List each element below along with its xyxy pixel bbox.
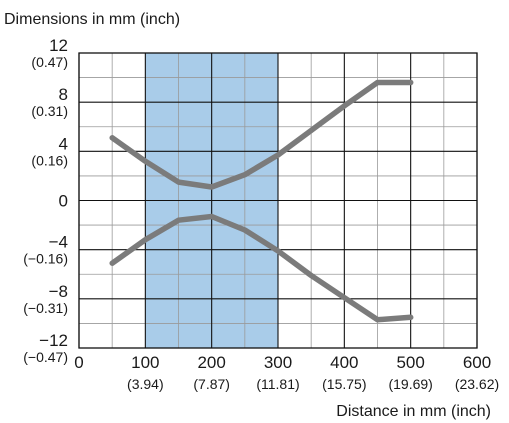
y-tick-label: −8: [49, 282, 68, 301]
x-tick-sublabel: (23.62): [455, 376, 499, 392]
x-tick-label: 200: [197, 353, 225, 372]
y-tick-label: 0: [59, 192, 68, 211]
major-grid: [78, 52, 478, 349]
upper-curve: [109, 79, 414, 190]
plot-area: [78, 52, 478, 349]
y-tick-label: −4: [49, 233, 68, 252]
x-tick-label: 400: [330, 353, 358, 372]
x-tick-sublabel: (7.87): [193, 376, 230, 392]
y-tick-sublabel: (0.31): [31, 103, 68, 119]
x-tick-sublabel: (19.69): [388, 376, 432, 392]
y-tick-sublabel: (−0.31): [23, 300, 68, 316]
y-tick-label: 12: [49, 36, 68, 55]
chart-title: Dimensions in mm (inch): [4, 11, 180, 28]
x-tick-label: 0: [74, 353, 83, 372]
y-tick-sublabel: (−0.16): [23, 251, 68, 267]
y-tick-label: −12: [39, 331, 68, 350]
x-tick-label: 300: [264, 353, 292, 372]
y-axis-labels: 12(0.47) 8(0.31) 4(0.16) 0 −4(−0.16) −8(−0.31…: [23, 36, 68, 365]
x-axis-label: Distance in mm (inch): [336, 403, 491, 420]
y-tick-sublabel: (0.47): [31, 54, 68, 70]
x-tick-sublabel: (15.75): [322, 376, 366, 392]
x-tick-label: 100: [131, 353, 159, 372]
lower-curve: [109, 213, 414, 323]
y-tick-sublabel: (0.16): [31, 152, 68, 168]
x-axis-labels: 0 100 (3.94) 200 (7.87) 300 (11.81) 400 (15.75) 5…: [74, 353, 499, 392]
x-tick-sublabel: (3.94): [127, 376, 164, 392]
plot-frame: [78, 52, 478, 349]
x-tick-label: 500: [396, 353, 424, 372]
x-tick-label: 600: [463, 353, 491, 372]
y-tick-label: 8: [59, 85, 68, 104]
y-tick-label: 4: [59, 134, 68, 153]
x-tick-sublabel: (11.81): [256, 376, 299, 392]
y-tick-sublabel: (−0.47): [23, 349, 68, 365]
